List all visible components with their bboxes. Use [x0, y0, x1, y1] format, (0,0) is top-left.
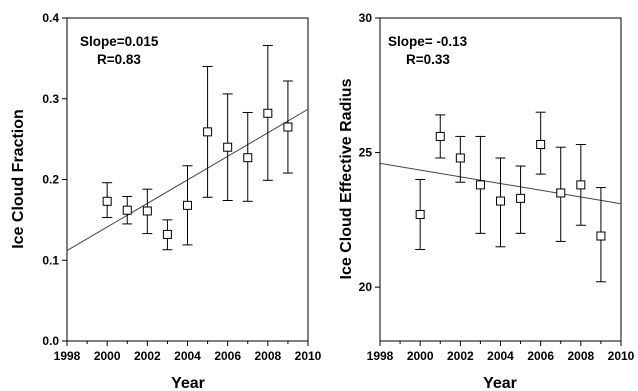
right-x-tick-label-2006: 2006 [527, 349, 554, 363]
right-y-tick-label-20: 20 [359, 280, 373, 294]
right-x-tick-label-2010: 2010 [608, 349, 635, 363]
right-x-tick-label-1998: 1998 [367, 349, 394, 363]
right-plot-marks: 1998 2000 2002 2004 2006 2008 2010 20 25 30 [359, 11, 635, 363]
right-data-point-2007 [556, 188, 566, 198]
left-y-tick-label-0.1: 0.1 [42, 253, 59, 267]
right-x-axis-label: Year [483, 375, 517, 391]
left-x-tick-label-2008: 2008 [254, 349, 281, 363]
right-x-tick-label-2008: 2008 [567, 349, 594, 363]
left-y-tick-label-0.3: 0.3 [42, 92, 59, 106]
right-data-point-2004 [496, 196, 505, 206]
left-data-point-2004 [183, 200, 192, 210]
left-data-point-2006 [223, 142, 233, 152]
right-y-axis-label: Ice Cloud Effective Radius [338, 78, 355, 279]
left-x-axis-label: Year [171, 375, 205, 391]
left-y-tick-label-0.2: 0.2 [42, 173, 59, 187]
left-x-tick-label-2006: 2006 [214, 349, 241, 363]
right-y-tick-label-25: 25 [359, 146, 373, 160]
left-data-point-2002 [142, 206, 152, 216]
left-data-point-2003 [162, 229, 172, 239]
left-data-point-2005 [203, 127, 213, 137]
right-y-tick-label-30: 30 [359, 11, 373, 25]
left-panel-ice-cloud-fraction: 1998 2000 2002 2004 2006 2008 2010 0.0 0.1 0.2 0.3… [10, 11, 322, 391]
right-data-point-2002 [455, 153, 465, 163]
right-data-point-2003 [475, 180, 485, 190]
right-data-point-2006 [536, 140, 546, 150]
left-data-point-2001 [122, 205, 132, 215]
right-x-tick-label-2002: 2002 [447, 349, 474, 363]
left-x-tick-label-1998: 1998 [54, 349, 81, 363]
left-y-tick-label-0.0: 0.0 [42, 334, 59, 348]
left-x-tick-label-2000: 2000 [94, 349, 121, 363]
right-data-point-2001 [435, 131, 445, 141]
left-slope-annotation: Slope=0.015 [80, 34, 159, 49]
right-data-point-2008 [576, 180, 586, 190]
left-data-point-2007 [243, 153, 253, 163]
right-r-annotation: R=0.33 [406, 52, 450, 67]
right-slope-annotation: Slope= -0.13 [388, 34, 468, 49]
left-data-point-2009 [283, 122, 293, 132]
left-x-tick-label-2010: 2010 [295, 349, 322, 363]
right-x-tick-label-2004: 2004 [487, 349, 514, 363]
left-y-axis-label: Ice Cloud Fraction [10, 109, 27, 249]
right-x-tick-label-2000: 2000 [407, 349, 434, 363]
right-panel-ice-cloud-effective-radius: 1998 2000 2002 2004 2006 2008 2010 20 25 30 Slope… [338, 11, 635, 391]
left-data-point-2000 [102, 196, 112, 206]
left-x-tick-label-2002: 2002 [134, 349, 161, 363]
left-plot-marks: 1998 2000 2002 2004 2006 2008 2010 0.0 0.1 0.2 0.3… [42, 11, 321, 363]
left-y-tick-label-0.4: 0.4 [42, 11, 59, 25]
right-data-point-2009 [596, 231, 606, 241]
right-data-point-2000 [415, 209, 425, 219]
left-data-point-2008 [263, 108, 273, 118]
right-data-point-2005 [516, 193, 526, 203]
left-x-tick-label-2004: 2004 [174, 349, 201, 363]
left-r-annotation: R=0.83 [97, 52, 141, 67]
